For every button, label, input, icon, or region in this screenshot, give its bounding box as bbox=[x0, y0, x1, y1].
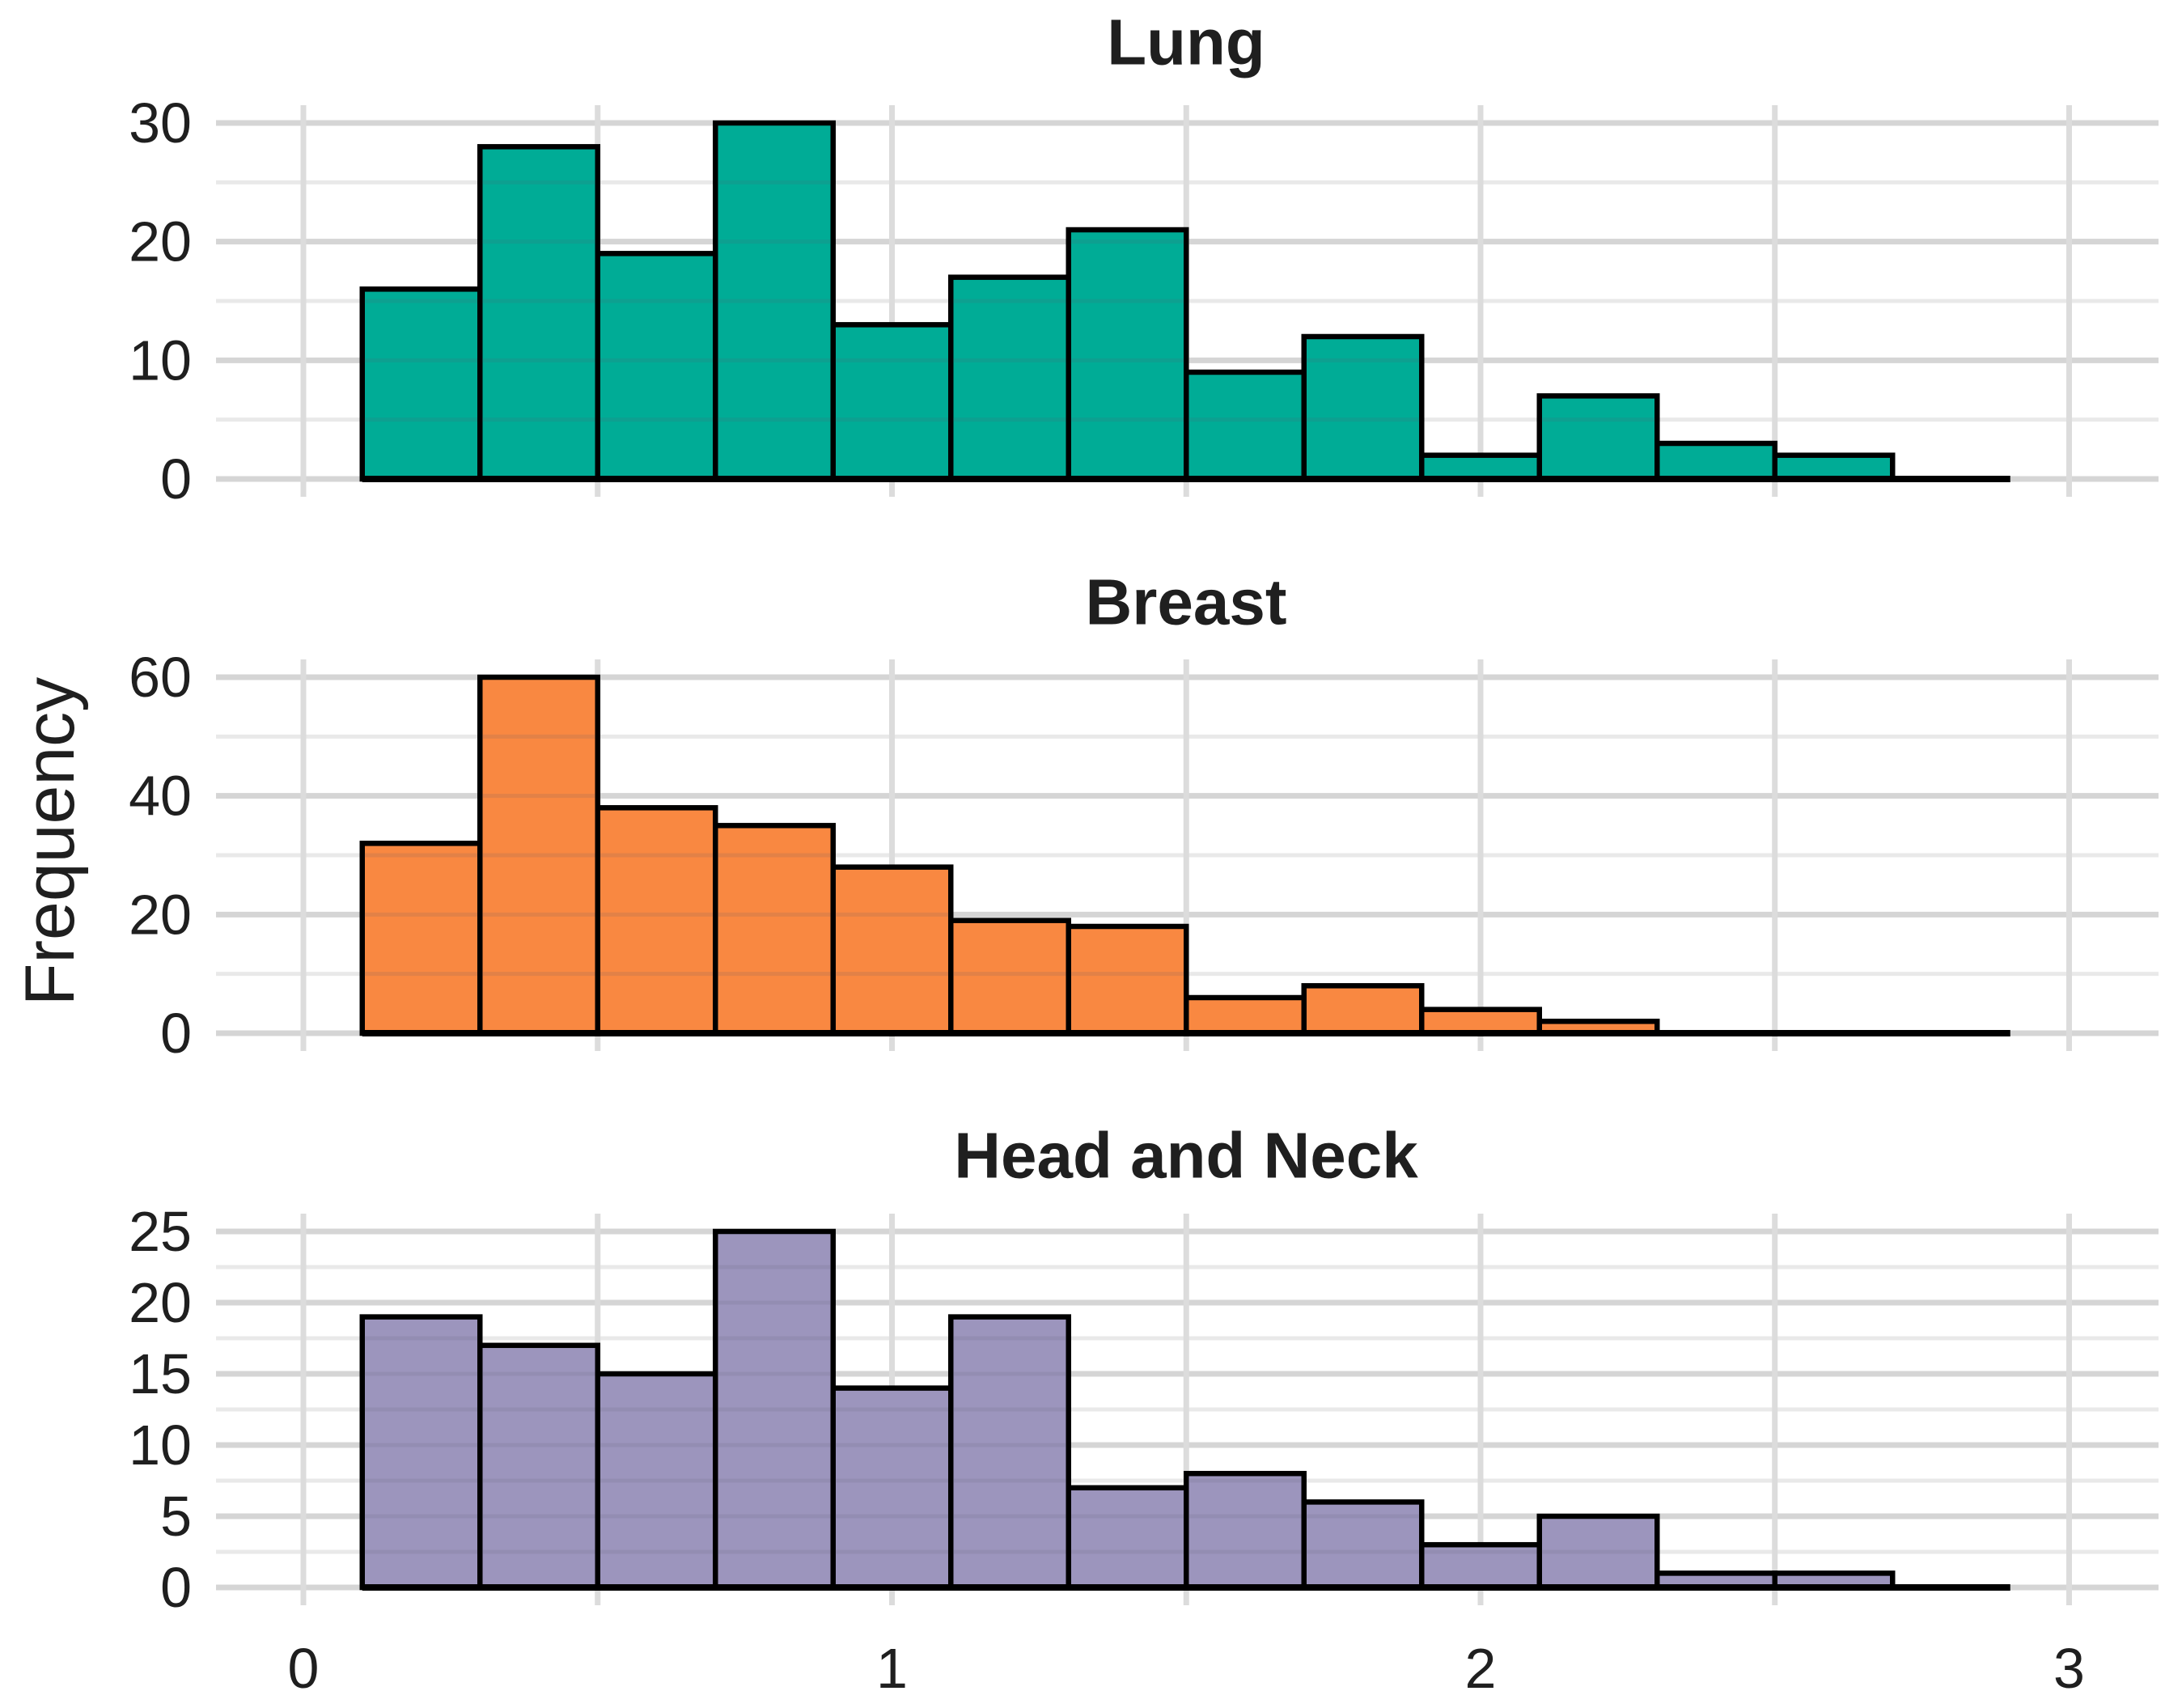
panel-title-lung: Lung bbox=[1107, 6, 1265, 78]
y-tick-label: 15 bbox=[129, 1342, 192, 1405]
histogram-bar bbox=[1066, 1485, 1189, 1591]
y-tick-label: 40 bbox=[129, 765, 192, 828]
histogram-bar bbox=[1419, 452, 1542, 482]
histogram-bar bbox=[1301, 333, 1425, 482]
x-axis-labels: 0 1 2 3 bbox=[288, 1637, 2085, 1700]
x-tick-label: 2 bbox=[1465, 1637, 1497, 1700]
x-tick-label: 3 bbox=[2053, 1637, 2085, 1700]
histogram-bar bbox=[830, 322, 954, 482]
head-and-neck-bars bbox=[359, 1228, 1896, 1591]
histogram-bar bbox=[713, 120, 836, 482]
histogram-bar bbox=[359, 286, 483, 482]
histogram-bar bbox=[830, 864, 954, 1036]
panel-title-head-and-neck: Head and Neck bbox=[954, 1120, 1418, 1192]
y-tick-label: 25 bbox=[129, 1200, 192, 1263]
histogram-bar bbox=[477, 144, 600, 482]
histogram-bar bbox=[1184, 369, 1307, 482]
histogram-bar bbox=[359, 841, 483, 1036]
y-tick-label: 20 bbox=[129, 883, 192, 946]
histogram-bar bbox=[1772, 452, 1896, 482]
x-tick-label: 1 bbox=[876, 1637, 908, 1700]
y-tick-label: 30 bbox=[129, 91, 192, 155]
y-tick-label: 20 bbox=[129, 210, 192, 273]
y-tick-label: 20 bbox=[129, 1271, 192, 1334]
histogram-bar bbox=[1066, 923, 1189, 1036]
histogram-bar bbox=[1184, 1470, 1307, 1591]
x-tick-label: 0 bbox=[288, 1637, 320, 1700]
histogram-bar bbox=[1419, 1007, 1542, 1036]
panel-lung: 30 20 10 0 Lung bbox=[129, 6, 2159, 511]
histogram-bar bbox=[948, 918, 1071, 1036]
histogram-bar bbox=[1301, 983, 1425, 1036]
histogram-bar bbox=[1184, 994, 1307, 1036]
histogram-bar bbox=[1419, 1541, 1542, 1591]
histogram-bar bbox=[595, 251, 718, 482]
histogram-bar bbox=[477, 674, 600, 1036]
panel-title-breast: Breast bbox=[1085, 566, 1286, 638]
histogram-bar bbox=[948, 1314, 1071, 1591]
histogram-bar bbox=[1536, 393, 1660, 482]
histogram-bar bbox=[1654, 440, 1777, 482]
y-tick-label: 5 bbox=[160, 1485, 192, 1548]
y-tick-label: 60 bbox=[129, 646, 192, 709]
lung-bars bbox=[359, 120, 1896, 482]
breast-bars bbox=[359, 674, 1660, 1036]
y-tick-label: 0 bbox=[160, 447, 192, 511]
histogram-bar bbox=[713, 1228, 836, 1591]
y-tick-label: 10 bbox=[129, 1413, 192, 1477]
y-axis-label: Frequency bbox=[11, 677, 89, 1006]
histogram-bar bbox=[1066, 227, 1189, 482]
y-tick-label: 0 bbox=[160, 1556, 192, 1619]
panel-head-and-neck: 25 20 15 10 5 0 Head and Neck bbox=[129, 1120, 2159, 1619]
y-tick-label: 0 bbox=[160, 1002, 192, 1065]
histogram-bar bbox=[595, 805, 718, 1036]
y-tick-label: 10 bbox=[129, 328, 192, 392]
histogram-bar bbox=[830, 1385, 954, 1591]
histogram-bar bbox=[359, 1314, 483, 1591]
histogram-bar bbox=[948, 274, 1071, 482]
panel-breast: 60 40 20 0 Breast bbox=[129, 566, 2159, 1065]
